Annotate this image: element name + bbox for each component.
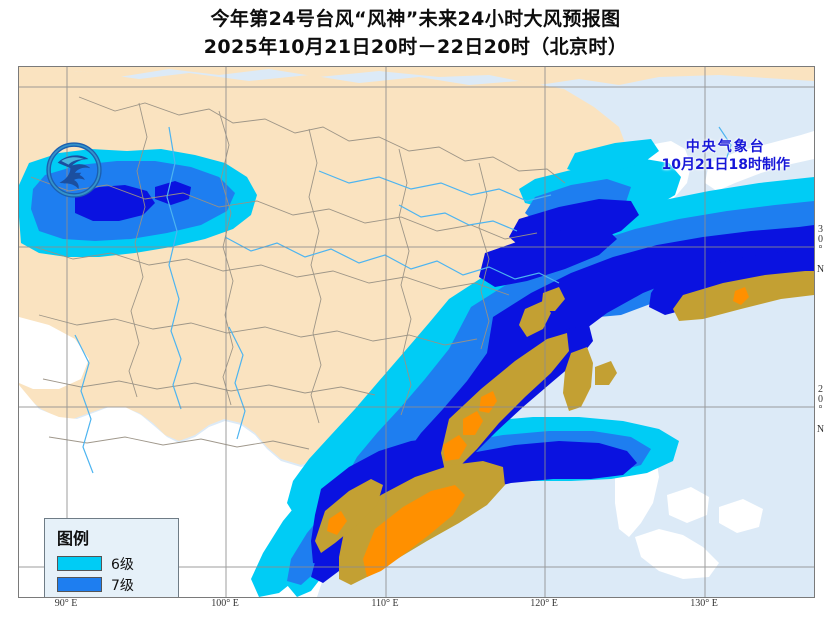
latitude-axis: 30° N 20° N: [813, 66, 831, 596]
lat-tick-20: 20° N: [815, 384, 826, 434]
lon-tick-110: 110° E: [371, 598, 399, 609]
map-inner: 中央气象台 10月21日18时制作 图例 6级 7级 8级: [19, 67, 814, 597]
lon-tick-120: 120° E: [530, 598, 558, 609]
map-graphic: [19, 67, 814, 597]
cma-agency-label: 中央气象台: [685, 139, 766, 155]
title-line-1: 今年第24号台风“风神”未来24小时大风预报图: [210, 8, 621, 30]
longitude-axis: 90° E 100° E 110° E 120° E 130° E: [18, 598, 813, 618]
cma-credit: 中央气象台 10月21日18时制作: [662, 139, 790, 174]
legend-item-6: 6级: [57, 553, 178, 574]
lon-tick-90: 90° E: [54, 598, 78, 609]
lon-tick-100: 100° E: [211, 598, 239, 609]
legend-panel: 图例 6级 7级 8级 9级: [44, 518, 179, 597]
legend-label-7: 7级: [111, 577, 134, 594]
cma-logo-icon: [46, 142, 102, 198]
legend-label-6: 6级: [111, 556, 134, 573]
legend-swatch-7: [57, 577, 102, 592]
cma-issued-label: 10月21日18时制作: [661, 156, 790, 173]
legend-title: 图例: [57, 529, 90, 548]
map-canvas[interactable]: 中央气象台 10月21日18时制作 图例 6级 7级 8级: [18, 66, 815, 598]
page-title: 今年第24号台风“风神”未来24小时大风预报图 2025年10月21日20时－2…: [0, 6, 831, 61]
lat-tick-30: 30° N: [815, 224, 826, 274]
title-line-2: 2025年10月21日20时－22日20时（北京时）: [203, 35, 628, 58]
legend-swatch-6: [57, 556, 102, 571]
lon-tick-130: 130° E: [690, 598, 718, 609]
legend-item-7: 7级: [57, 574, 178, 595]
